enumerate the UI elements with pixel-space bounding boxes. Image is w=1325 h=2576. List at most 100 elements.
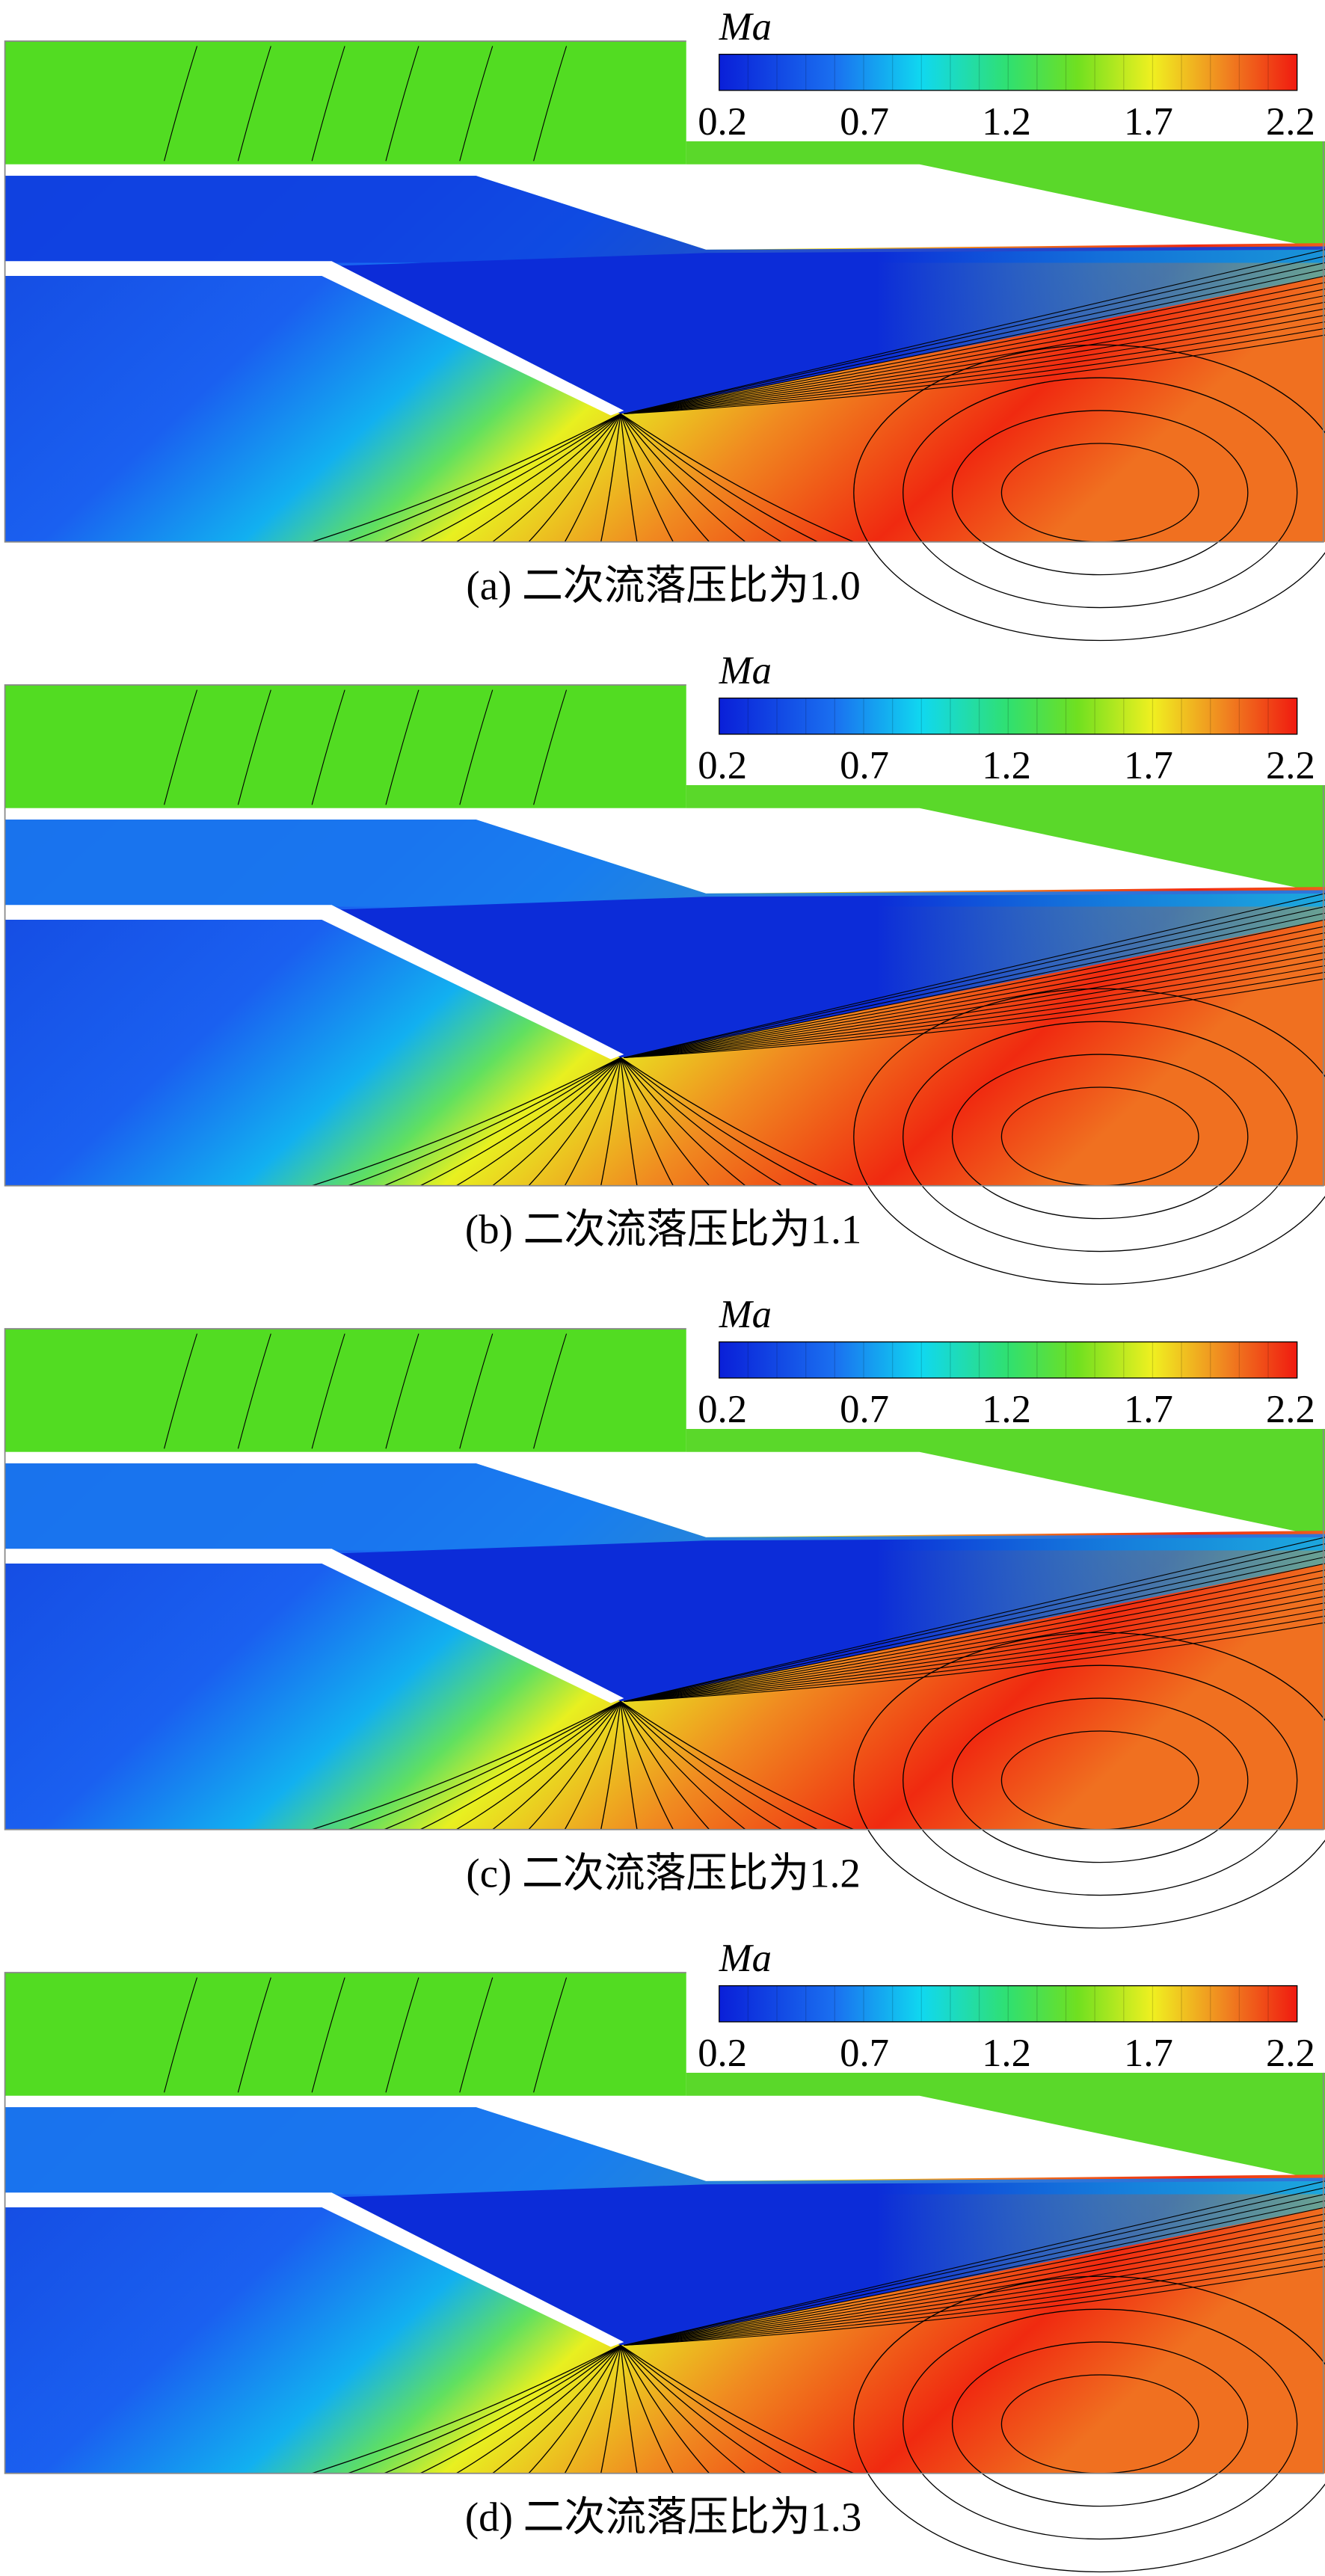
contour-line [624,938,1325,1059]
colorbar-tick-label: 1.7 [1124,2032,1173,2075]
contour-line [533,1977,568,2093]
secondary-stream [4,176,1325,263]
contour-line [459,1333,494,1449]
contour-line [348,1057,621,1187]
colorbar-tick-label: 1.7 [1124,744,1173,787]
colorbar-tick-label: 1.2 [982,744,1031,787]
panel: Ma 0.2 0.7 1.2 1.7 2.2 (a) 二次流落压比为1.0 [4,0,1325,642]
contour-line [624,2226,1325,2346]
contour-loop [853,2275,1325,2573]
secondary-stream [4,2107,1325,2195]
contour-loop [903,1664,1298,1896]
contour-line [533,46,568,162]
outer-stream [4,1329,686,1452]
contour-line [624,334,1325,415]
low-speed-core [328,893,1325,1058]
contour-line [419,413,621,543]
colorbar-tick-label: 0.2 [698,744,747,787]
outer-stream [4,1973,686,2096]
contour-line [528,414,621,543]
contour-line [624,262,1325,415]
contour-line [620,413,855,543]
contour-loop [951,1697,1249,1863]
contour-loop [951,2341,1249,2507]
contour-line [620,2345,638,2474]
colorbar-tick-label: 0.2 [698,100,747,144]
contour-line [456,1057,621,1187]
panel: Ma 0.2 0.7 1.2 1.7 2.2 (c) 二次流落压比为1.2 [4,1288,1325,1929]
contour-line [624,1622,1325,1703]
colorbar-label: Ma [719,5,772,49]
contour-line [620,414,710,543]
contour-line [620,1700,782,1830]
secondary-stream [4,820,1325,907]
contour-line [385,689,419,805]
contour-line [624,2220,1325,2346]
contour-line [624,2233,1325,2346]
contour-line [600,1701,621,1830]
contour-line [624,1556,1325,1703]
caption: (b) 二次流落压比为1.1 [465,1207,861,1252]
colorbar [719,1341,1298,1379]
contour-line [456,413,621,543]
contour-line [459,1977,494,2093]
contour-line [624,268,1325,415]
contour-line [624,1563,1325,1703]
contour-line [528,1701,621,1830]
contour-line [624,315,1325,415]
contour-line [564,1057,621,1187]
contour-line [311,46,345,162]
colorbar-tick-label: 0.2 [698,2032,747,2075]
low-speed-core [328,249,1325,414]
contour-line [620,1700,855,1830]
colorbar-tick-label: 0.7 [840,1388,889,1431]
colorbar [719,53,1298,91]
contour-line [348,1700,621,1830]
colorbar-tick-label: 2.2 [1266,744,1315,787]
contour-line [620,414,638,542]
contour-line [620,2344,782,2474]
contour-line [624,2200,1325,2346]
contour-line [564,414,621,543]
low-speed-core [328,1537,1325,1702]
contour-line [528,2345,621,2474]
contour-line [624,295,1325,415]
contour-line [624,978,1325,1059]
colorbar-label: Ma [719,1937,772,1980]
contour-line [348,413,621,543]
caption: (d) 二次流落压比为1.3 [465,2494,861,2540]
contour-line [385,46,419,162]
contour-line [311,1333,345,1449]
contour-line [624,2207,1325,2346]
contour-line [348,2344,621,2474]
colorbar-tick-label: 0.7 [840,100,889,144]
contour-line [624,959,1325,1059]
contour-line [624,308,1325,415]
contour-line [492,2345,621,2474]
contour-line [419,2344,621,2474]
contour-line [620,2345,746,2474]
colorbar [719,1985,1298,2023]
contour-line [620,1057,746,1187]
contour-line [164,1977,198,2093]
contour-line [624,971,1325,1059]
colorbar-tick-label: 0.7 [840,744,889,787]
field-border [4,684,1324,1187]
contour-line [384,1700,621,1830]
contour-line [624,906,1325,1059]
contour-line [624,249,1325,414]
contour-loop [903,2308,1298,2540]
contour-line [600,1057,621,1186]
contour-line [620,413,782,543]
outer-stream-right [686,784,1325,894]
panel: Ma 0.2 0.7 1.2 1.7 2.2 (d) 二次流落压比为1.3 [4,1931,1325,2573]
colorbar-tick-label: 2.2 [1266,100,1315,144]
contour-line [624,2246,1325,2346]
contour-line [624,2266,1325,2346]
contour-line [624,1596,1325,1703]
contour-line [624,1589,1325,1703]
contour-line [624,900,1325,1058]
colorbar-tick-label: 2.2 [1266,2032,1315,2075]
contour-line [311,1977,345,2093]
